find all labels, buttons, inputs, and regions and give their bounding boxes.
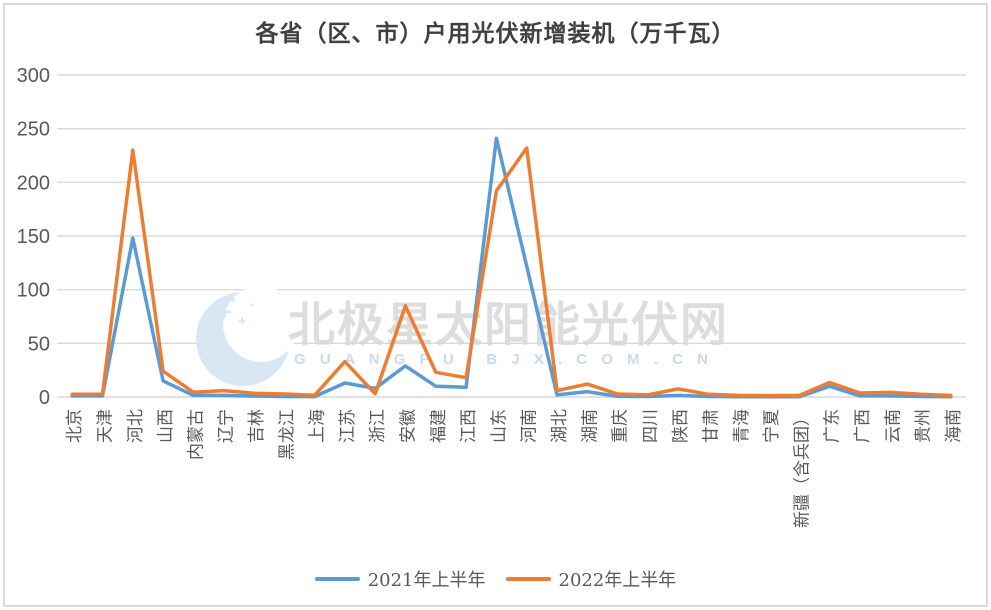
x-tick-label: 青海 [732, 409, 752, 443]
y-tick-label: 150 [17, 226, 50, 248]
legend-label-2022: 2022年上半年 [558, 570, 677, 591]
x-tick-label: 江苏 [338, 409, 358, 443]
x-tick-label: 安徽 [398, 409, 418, 443]
x-tick-label: 宁夏 [762, 409, 782, 443]
x-tick-label: 北京 [65, 409, 85, 443]
x-tick-label: 浙江 [368, 409, 388, 443]
x-tick-label: 山东 [489, 409, 509, 443]
watermark-star-icon [215, 303, 233, 321]
x-tick-label: 云南 [883, 409, 903, 443]
watermark-text: 北极星太阳能光伏网 [288, 298, 729, 351]
y-axis-labels: 0 50 100 150 200 250 300 [17, 65, 50, 409]
y-tick-label: 100 [17, 280, 50, 302]
x-tick-label: 湖南 [580, 409, 600, 443]
x-tick-label: 广西 [853, 409, 873, 443]
x-tick-label: 内蒙古 [186, 409, 206, 460]
x-tick-label: 海南 [944, 409, 964, 443]
x-tick-label: 山西 [156, 409, 176, 443]
x-tick-label: 陕西 [671, 409, 691, 443]
watermark-star-icon [237, 316, 247, 326]
y-tick-label: 0 [39, 387, 50, 409]
y-tick-label: 200 [17, 172, 50, 194]
y-tick-label: 250 [17, 119, 50, 141]
x-tick-label: 重庆 [611, 409, 631, 443]
x-tick-label: 广东 [823, 409, 843, 443]
x-tick-label: 河北 [126, 409, 146, 443]
x-tick-label: 湖北 [550, 409, 570, 443]
watermark-subtext: G U A N G F U . B J X . C O M . C N [294, 351, 713, 368]
x-tick-label: 天津 [95, 409, 115, 443]
x-tick-label: 贵州 [914, 409, 934, 443]
x-tick-label: 福建 [429, 409, 449, 443]
x-axis-labels: 北京 天津 河北 山西 内蒙古 辽宁 吉林 黑龙江 上海 江苏 浙江 安徽 福建 江西 山东 河南 湖北 湖南 重庆… [65, 409, 964, 528]
legend-label-2021: 2021年上半年 [367, 570, 486, 591]
x-tick-label: 河南 [520, 409, 540, 443]
series-line-1 [70, 146, 953, 398]
x-tick-label: 江西 [459, 409, 479, 443]
watermark-star-icon [229, 296, 237, 304]
x-tick-label: 四川 [641, 409, 661, 443]
y-tick-label: 300 [17, 65, 50, 87]
legend-swatch-2022 [505, 577, 551, 581]
x-tick-label: 上海 [308, 409, 328, 443]
watermark-star-icon [249, 302, 255, 308]
x-tick-label: 甘肃 [701, 409, 721, 443]
chart-legend: 2021年上半年 2022年上半年 [0, 566, 991, 592]
legend-swatch-2021 [314, 577, 360, 581]
x-tick-label: 吉林 [247, 409, 267, 443]
x-tick-label: 新疆（含兵团） [792, 409, 812, 528]
x-tick-label: 辽宁 [217, 409, 237, 443]
y-tick-label: 50 [28, 333, 50, 355]
chart-title: 各省（区、市）户用光伏新增装机（万千瓦） [255, 20, 736, 47]
x-tick-label: 黑龙江 [277, 409, 297, 460]
